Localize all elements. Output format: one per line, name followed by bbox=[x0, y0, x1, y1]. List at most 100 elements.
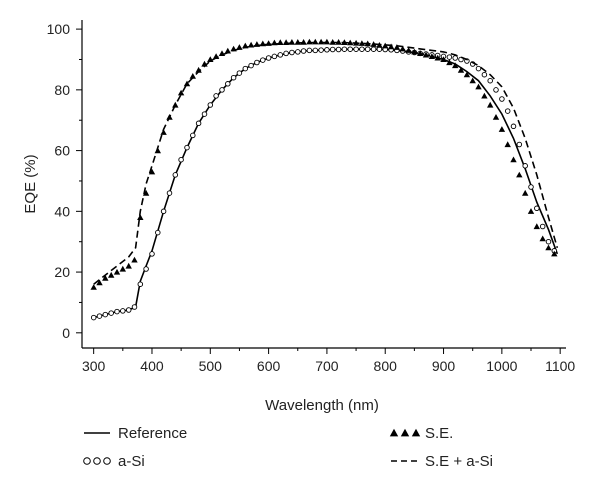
se-point bbox=[312, 38, 319, 45]
se-point bbox=[492, 114, 500, 120]
asi-point bbox=[528, 184, 534, 190]
se-point bbox=[446, 59, 453, 66]
asi-point bbox=[370, 46, 377, 52]
se-point bbox=[405, 47, 412, 53]
y-tick-label: 60 bbox=[54, 143, 70, 159]
se-point bbox=[481, 92, 488, 99]
x-tick-label: 900 bbox=[432, 358, 456, 374]
legend-item: a-Si bbox=[83, 453, 145, 470]
se-point bbox=[393, 44, 401, 50]
asi-point bbox=[487, 77, 493, 84]
se-point bbox=[522, 189, 529, 196]
legend-circle bbox=[93, 457, 101, 465]
asi-point bbox=[114, 308, 120, 315]
asi-point bbox=[125, 307, 132, 313]
se-point bbox=[282, 39, 290, 45]
y-axis: 0 20 40 60 80 100 bbox=[47, 21, 82, 341]
se-point bbox=[177, 89, 185, 96]
asi-point bbox=[329, 46, 336, 53]
x-tick-label: 800 bbox=[374, 358, 398, 374]
asi-point bbox=[201, 111, 208, 117]
se-point bbox=[504, 141, 511, 148]
se-point bbox=[417, 50, 424, 56]
legend: Reference S.E. a-Si S.E + a-Si bbox=[83, 425, 493, 470]
y-tick-label: 40 bbox=[54, 203, 70, 219]
se-point bbox=[108, 271, 115, 278]
se-point bbox=[207, 56, 214, 62]
se-point bbox=[382, 42, 389, 49]
asi-point bbox=[499, 96, 505, 102]
x-axis: 300 400 500 600 700 800 900 1000 1100 bbox=[82, 348, 575, 374]
asi-point bbox=[364, 46, 371, 52]
asi-point bbox=[143, 266, 149, 272]
se-point bbox=[469, 77, 476, 84]
legend-circle bbox=[83, 457, 91, 465]
legend-label: S.E. bbox=[425, 425, 453, 442]
asi-point bbox=[90, 314, 97, 321]
se-point bbox=[317, 38, 325, 45]
x-tick-label: 1100 bbox=[545, 358, 575, 374]
asi-point bbox=[359, 46, 365, 52]
asi-point bbox=[335, 46, 342, 53]
se-point bbox=[551, 250, 558, 257]
se-point bbox=[306, 38, 313, 45]
asi-point bbox=[166, 190, 173, 196]
y-tick-label: 0 bbox=[62, 325, 70, 341]
se-point bbox=[172, 101, 179, 108]
asi-point bbox=[277, 52, 284, 58]
asi-point bbox=[225, 81, 231, 87]
se-point bbox=[102, 274, 109, 281]
se-point bbox=[160, 129, 167, 135]
asi-point bbox=[137, 281, 144, 287]
legend-item: Reference bbox=[84, 425, 187, 442]
asi-point bbox=[195, 120, 202, 127]
se-point bbox=[545, 244, 552, 251]
asi-point bbox=[534, 205, 540, 212]
legend-triangle bbox=[411, 428, 421, 437]
se-point bbox=[125, 262, 132, 269]
legend-label: a-Si bbox=[118, 453, 145, 470]
asi-point bbox=[219, 87, 225, 93]
asi-point bbox=[178, 156, 184, 163]
asi-point bbox=[230, 74, 237, 81]
asi-point bbox=[149, 251, 155, 257]
se-point bbox=[533, 223, 540, 230]
asi-point bbox=[475, 65, 482, 72]
asi-point bbox=[184, 144, 190, 151]
asi-point bbox=[271, 53, 278, 60]
asi-point bbox=[260, 57, 266, 63]
asi-point bbox=[341, 46, 348, 52]
asi-point bbox=[481, 71, 488, 78]
asi-point bbox=[190, 132, 196, 139]
asi-point bbox=[242, 65, 249, 72]
asi-point bbox=[539, 223, 546, 230]
y-tick-label: 20 bbox=[54, 264, 70, 280]
legend-triangle bbox=[400, 428, 410, 437]
se-point bbox=[428, 53, 436, 59]
asi-point bbox=[265, 55, 272, 61]
se-point bbox=[463, 71, 471, 78]
se-point bbox=[440, 56, 447, 62]
se-point bbox=[224, 47, 231, 54]
asi-point bbox=[295, 49, 301, 55]
asi-point bbox=[108, 310, 114, 316]
se-point bbox=[189, 73, 196, 79]
se-point bbox=[399, 45, 406, 52]
se-point bbox=[218, 50, 226, 56]
se-point bbox=[370, 41, 377, 47]
se-point bbox=[300, 39, 307, 45]
asi-point bbox=[522, 163, 528, 169]
asi-point bbox=[510, 123, 517, 130]
asi-point bbox=[160, 208, 167, 215]
se-point bbox=[516, 171, 523, 178]
se-point bbox=[510, 156, 517, 163]
asi-point bbox=[207, 102, 214, 108]
asi-point bbox=[96, 313, 103, 319]
se-point bbox=[539, 235, 546, 242]
y-tick-label: 100 bbox=[47, 21, 71, 37]
asi-point bbox=[306, 47, 313, 54]
x-tick-label: 600 bbox=[257, 358, 281, 374]
y-axis-label: EQE (%) bbox=[22, 154, 39, 213]
se-point bbox=[387, 43, 395, 50]
reference-line bbox=[93, 48, 559, 319]
